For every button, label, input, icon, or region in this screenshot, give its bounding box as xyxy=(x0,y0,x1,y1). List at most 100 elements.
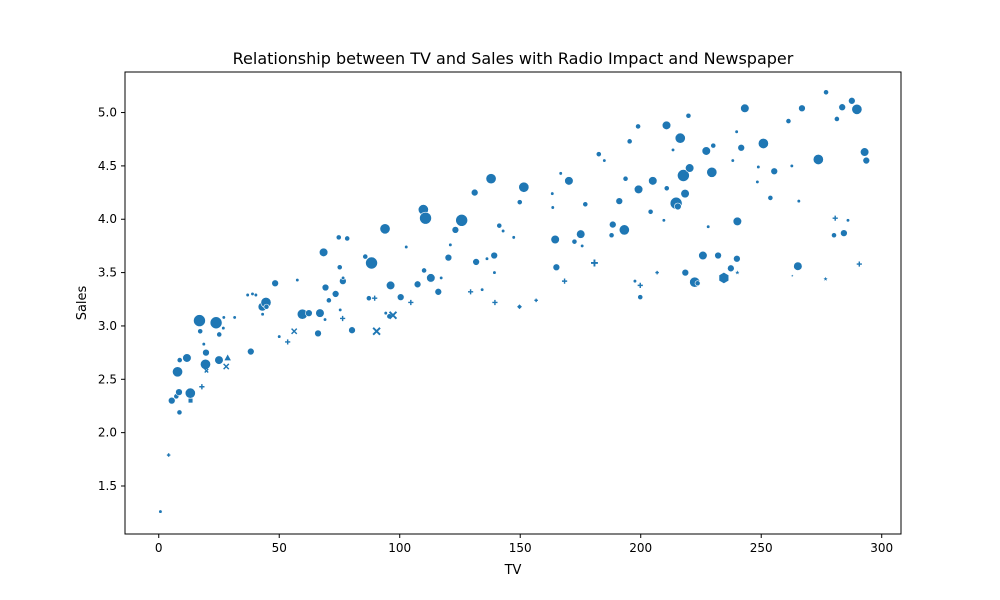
data-point xyxy=(733,268,742,276)
data-point xyxy=(727,264,735,273)
data-point xyxy=(221,326,226,331)
data-point xyxy=(295,278,300,283)
y-tick-label: 3.5 xyxy=(98,266,117,280)
y-tick-label: 4.0 xyxy=(98,212,117,226)
data-point xyxy=(448,242,453,247)
data-point xyxy=(626,138,633,145)
data-point xyxy=(681,268,690,277)
data-point xyxy=(796,199,801,204)
data-point xyxy=(340,315,346,322)
data-point xyxy=(615,197,624,205)
data-point xyxy=(172,366,183,378)
data-point xyxy=(318,247,329,257)
data-point xyxy=(710,142,717,149)
data-point xyxy=(271,279,279,288)
data-point xyxy=(674,132,686,144)
data-point xyxy=(755,179,760,184)
data-point xyxy=(618,224,630,236)
data-point xyxy=(730,158,735,163)
data-point xyxy=(831,232,837,239)
data-point xyxy=(823,89,829,96)
data-points xyxy=(158,89,871,514)
data-point xyxy=(511,235,516,240)
data-point xyxy=(685,163,695,173)
data-point xyxy=(158,509,163,514)
data-point xyxy=(451,226,460,234)
data-point xyxy=(336,264,343,271)
data-point xyxy=(344,235,351,242)
data-point xyxy=(492,270,497,275)
data-point xyxy=(576,229,586,239)
data-point xyxy=(637,282,643,288)
data-point xyxy=(580,243,585,248)
data-point xyxy=(413,280,422,289)
data-point xyxy=(485,173,497,185)
data-point xyxy=(698,250,708,261)
data-point xyxy=(694,280,701,287)
data-point xyxy=(635,123,641,130)
data-point xyxy=(670,147,676,152)
data-point xyxy=(637,294,644,301)
data-point xyxy=(204,368,209,373)
data-point xyxy=(372,295,378,301)
data-point xyxy=(426,273,436,283)
y-tick-label: 3.0 xyxy=(98,319,117,333)
data-point xyxy=(193,314,206,327)
data-point xyxy=(737,144,745,152)
data-point xyxy=(685,112,692,119)
data-point xyxy=(706,224,711,229)
data-point xyxy=(550,234,560,245)
data-point xyxy=(250,291,255,296)
data-point xyxy=(419,211,432,225)
data-point xyxy=(383,311,388,316)
data-point xyxy=(798,104,806,113)
data-point xyxy=(661,218,666,223)
data-point xyxy=(263,303,270,310)
data-point xyxy=(840,229,848,237)
data-point xyxy=(550,205,555,210)
data-point xyxy=(633,184,644,194)
data-point xyxy=(648,176,658,186)
data-point xyxy=(315,308,325,318)
data-point xyxy=(793,261,803,271)
data-point xyxy=(335,234,342,241)
data-point xyxy=(480,287,485,292)
data-point xyxy=(277,334,282,339)
data-point xyxy=(571,238,578,245)
data-point xyxy=(663,185,670,192)
data-point xyxy=(404,244,409,250)
data-point xyxy=(501,228,506,234)
data-point xyxy=(362,253,369,260)
data-point xyxy=(609,220,617,229)
y-tick-label: 4.5 xyxy=(98,159,117,173)
data-point xyxy=(168,396,176,405)
data-point xyxy=(789,163,794,168)
data-point xyxy=(202,348,210,357)
data-point xyxy=(253,292,258,298)
data-point xyxy=(472,258,480,266)
data-point xyxy=(862,156,871,165)
x-tick-label: 150 xyxy=(509,541,532,555)
data-point xyxy=(176,357,183,363)
data-point xyxy=(439,275,444,280)
data-point xyxy=(732,216,742,226)
data-point xyxy=(534,298,538,303)
data-point xyxy=(216,331,223,338)
data-point xyxy=(176,409,183,416)
data-point xyxy=(661,120,672,130)
data-point xyxy=(770,167,778,175)
data-point xyxy=(838,103,846,111)
data-point xyxy=(221,315,226,320)
data-point xyxy=(314,329,322,338)
data-point xyxy=(223,353,232,362)
data-point xyxy=(516,199,523,206)
y-tick-label: 1.5 xyxy=(98,479,117,493)
y-axis-ticks: 1.5 2.0 2.5 3.0 3.5 4.0 4.5 5.0 xyxy=(98,106,125,493)
data-point xyxy=(484,256,490,261)
data-point xyxy=(379,223,391,235)
y-tick-label: 2.5 xyxy=(98,372,117,386)
x-tick-label: 100 xyxy=(388,541,411,555)
data-point xyxy=(388,311,398,320)
data-point xyxy=(789,272,796,279)
